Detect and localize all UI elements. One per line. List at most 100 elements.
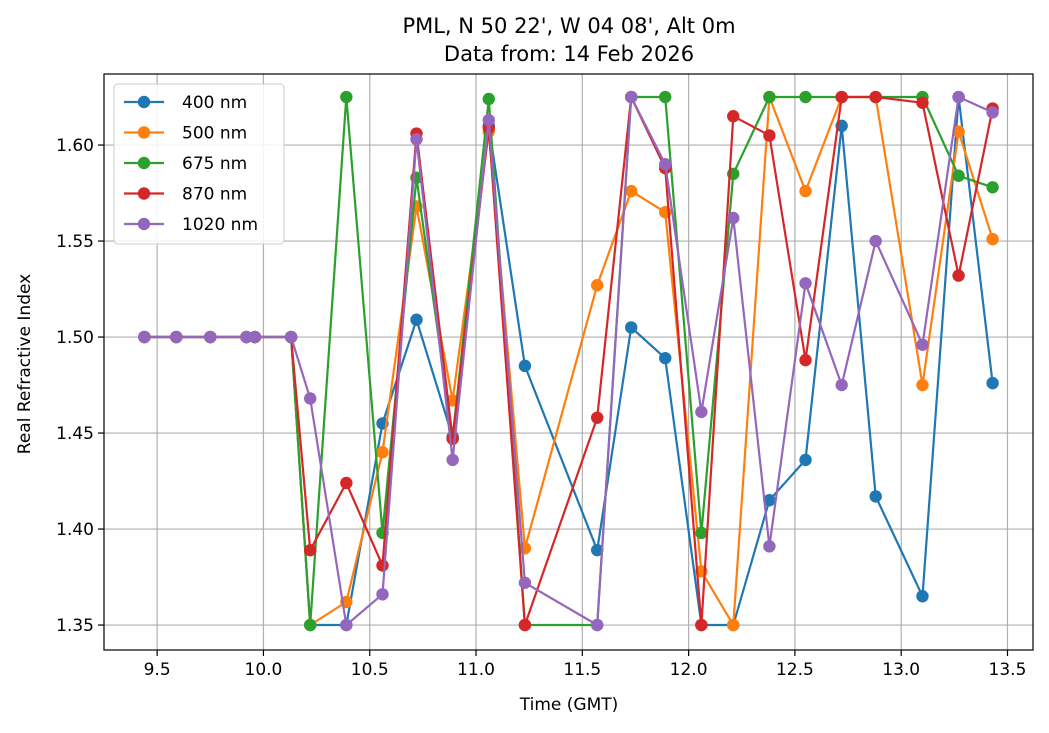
data-point-870-nm (727, 110, 740, 123)
x-tick-label: 10.0 (245, 660, 283, 680)
data-point-500-nm (727, 618, 740, 632)
data-point-500-nm (625, 184, 638, 198)
plot-frame (103, 73, 1034, 651)
legend-swatch-marker (137, 156, 151, 170)
x-tick-label: 9.5 (144, 660, 171, 680)
legend-entry: 400 nm (124, 93, 247, 113)
data-point-870-nm (695, 618, 708, 632)
data-point-1020-nm (340, 618, 353, 632)
data-point-675-nm (799, 90, 812, 104)
data-point-500-nm (986, 232, 999, 246)
data-point-1020-nm (763, 540, 776, 553)
y-tick-label: 1.50 (56, 328, 94, 348)
x-tick-label: 13.5 (989, 660, 1027, 680)
data-point-870-nm (763, 129, 776, 142)
data-point-400-nm (590, 543, 604, 557)
data-point-870-nm (799, 353, 812, 367)
data-point-675-nm (763, 90, 776, 104)
data-point-675-nm (304, 618, 317, 632)
data-point-870-nm (376, 559, 389, 572)
legend-swatch-marker (137, 126, 151, 139)
data-point-1020-nm (952, 90, 965, 104)
y-tick-label: 1.40 (56, 520, 94, 540)
legend-box (113, 83, 285, 245)
data-point-1020-nm (304, 392, 317, 405)
y-tick-label: 1.45 (56, 424, 94, 444)
legend-label: 400 nm (182, 93, 247, 113)
y-tick-label: 1.35 (56, 616, 94, 636)
x-tick-label: 12.0 (670, 660, 708, 680)
data-point-1020-nm (590, 618, 604, 632)
data-point-675-nm (340, 90, 353, 104)
legend-entry: 500 nm (124, 124, 247, 144)
x-axis-label: Time (GMT) (519, 695, 619, 715)
data-point-400-nm (625, 321, 638, 334)
data-point-400-nm (869, 490, 882, 503)
data-point-1020-nm (799, 277, 812, 290)
y-tick-label: 1.55 (56, 232, 94, 252)
data-point-400-nm (763, 494, 776, 507)
data-point-675-nm (659, 90, 672, 104)
legend: 400 nm 500 nm 675 nm 870 nm 1020 nm (113, 83, 285, 245)
legend-label: 500 nm (182, 124, 247, 144)
x-tick-label: 10.5 (351, 660, 389, 680)
legend-label: 1020 nm (182, 215, 258, 235)
data-point-500-nm (952, 125, 965, 138)
data-point-1020-nm (835, 378, 848, 392)
data-point-1020-nm (376, 588, 389, 601)
data-point-870-nm (340, 476, 353, 490)
data-point-400-nm (410, 313, 423, 326)
series-group (138, 90, 999, 632)
legend-entry: 1020 nm (124, 215, 258, 235)
data-point-1020-nm (986, 106, 999, 119)
chart-subtitle: Data from: 14 Feb 2026 (444, 42, 694, 66)
data-point-870-nm (869, 90, 882, 104)
data-point-400-nm (916, 590, 929, 603)
x-tick-label: 12.5 (776, 660, 814, 680)
data-point-870-nm (952, 269, 965, 282)
x-tick-label: 11.5 (563, 660, 601, 680)
data-point-1020-nm (482, 113, 495, 127)
legend-swatch-marker (137, 187, 151, 200)
data-point-675-nm (952, 169, 965, 182)
data-point-1020-nm (695, 405, 708, 419)
axis-ticks: 9.5 10.0 10.5 11.0 11.5 12.0 12.5 13.0 13.5 1.35 1… (56, 136, 1026, 680)
data-point-400-nm (986, 376, 999, 390)
x-tick-label: 13.0 (882, 660, 920, 680)
data-point-1020-nm (727, 211, 740, 225)
legend-label: 675 nm (182, 154, 247, 174)
chart-title: PML, N 50 22', W 04 08', Alt 0m (402, 14, 735, 38)
data-point-1020-nm (518, 576, 532, 589)
y-tick-label: 1.60 (56, 136, 94, 156)
data-point-1020-nm (446, 453, 459, 467)
legend-entry: 675 nm (124, 154, 247, 174)
data-point-1020-nm (240, 330, 253, 344)
data-point-1020-nm (410, 133, 423, 146)
y-axis-label: Real Refractive Index (15, 274, 35, 454)
data-point-1020-nm (170, 330, 183, 344)
data-point-1020-nm (625, 90, 638, 104)
data-point-500-nm (916, 378, 929, 392)
legend-swatch-marker (137, 217, 151, 231)
legend-label: 870 nm (182, 185, 247, 205)
data-point-1020-nm (916, 338, 929, 351)
data-point-400-nm (659, 351, 672, 365)
legend-swatch-marker (137, 95, 151, 109)
data-point-870-nm (304, 543, 317, 557)
data-point-400-nm (799, 453, 812, 467)
data-point-870-nm (590, 411, 604, 424)
data-point-500-nm (376, 446, 389, 459)
data-point-870-nm (446, 432, 459, 445)
data-point-1020-nm (284, 330, 298, 344)
data-point-400-nm (518, 359, 532, 373)
data-point-1020-nm (248, 330, 262, 344)
data-point-675-nm (986, 181, 999, 194)
data-point-870-nm (835, 90, 848, 104)
x-tick-label: 11.0 (457, 660, 495, 680)
legend-entry: 870 nm (124, 185, 247, 205)
data-point-500-nm (799, 184, 812, 198)
data-point-870-nm (518, 618, 532, 632)
data-point-675-nm (482, 92, 495, 106)
